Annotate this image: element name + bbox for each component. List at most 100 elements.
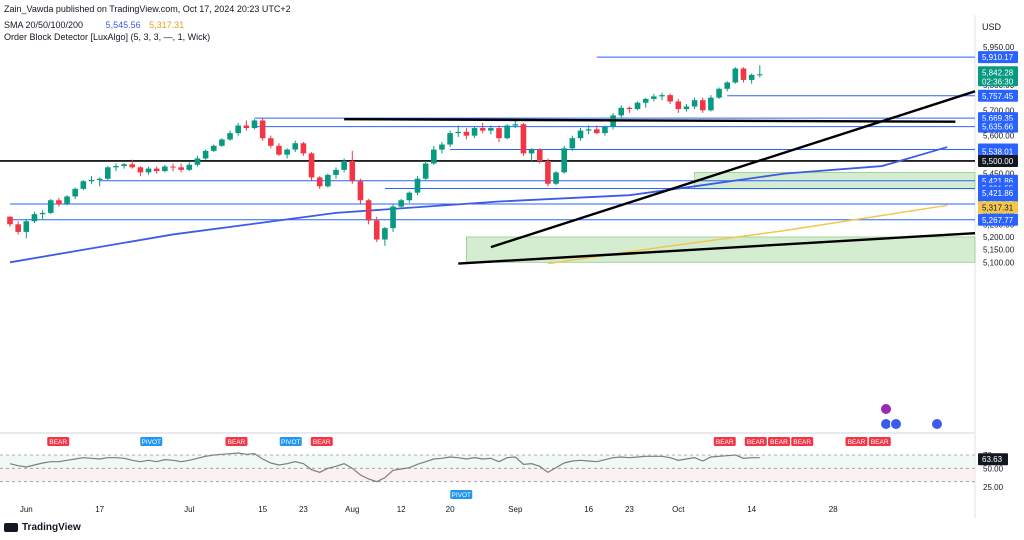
candle-body: [31, 214, 38, 222]
rsi-upper-band: [0, 455, 975, 469]
time-tick: Aug: [345, 505, 359, 514]
pivot-label-bg: [279, 437, 302, 446]
pivot-label: PIVOT: [281, 439, 301, 446]
candle-body: [699, 100, 706, 111]
candle-body: [471, 128, 478, 136]
time-tick: 23: [299, 505, 308, 514]
candle-body: [528, 149, 535, 154]
candle-body: [276, 145, 282, 155]
candle-body: [365, 200, 372, 221]
candle-body: [333, 169, 339, 175]
trendline-2: [458, 231, 976, 265]
tradingview-logo[interactable]: TradingView: [4, 522, 81, 533]
candle-body: [455, 131, 462, 134]
time-tick: 17: [95, 505, 104, 514]
candle-body: [667, 95, 673, 102]
candle-body: [553, 172, 559, 184]
candle-body: [194, 158, 201, 165]
rsi-lower-band: [0, 468, 975, 482]
trendline-0: [344, 117, 956, 123]
sma-legend: SMA 20/50/100/200 5,545.56 5,317.31: [4, 20, 190, 30]
price-tick: 5,700.00: [983, 106, 1015, 115]
candle-body: [243, 125, 250, 129]
price-tick: 5,100.00: [983, 258, 1015, 267]
candle-body: [398, 200, 404, 207]
level-tag-bg: [978, 89, 1018, 102]
candle-body: [724, 82, 730, 89]
candle-body: [406, 192, 413, 201]
ob-label: Order Block Detector [LuxAlgo] (5, 3, 3,…: [4, 32, 211, 42]
bear-label-bg: [768, 437, 790, 446]
candle-body: [235, 125, 241, 134]
candle-body: [349, 160, 356, 182]
candle-body: [496, 128, 502, 139]
bear-label-bg: [845, 437, 868, 446]
candle-body: [683, 106, 690, 110]
candle-body: [121, 164, 127, 167]
candle-body: [463, 131, 470, 136]
candle-body: [227, 133, 233, 140]
price-tick: 5,950.00: [983, 43, 1015, 52]
candle-body: [137, 167, 144, 173]
publish-text: Zain_Vawda published on TradingView.com,…: [4, 4, 291, 14]
candle-body: [129, 164, 136, 168]
bear-label: BEAR: [49, 439, 67, 446]
currency-label[interactable]: USD: [982, 22, 1002, 32]
rsi-tick: 50.00: [983, 464, 1004, 473]
candle-body: [757, 74, 763, 76]
time-tick: 16: [584, 505, 593, 514]
sma200-tag-bg: [978, 201, 1018, 214]
rsi-tick: 25.00: [983, 483, 1004, 492]
bear-label: BEAR: [793, 439, 811, 446]
candle-body: [64, 196, 70, 205]
sma-value-2: 5,317.31: [149, 20, 185, 30]
candle-body: [88, 179, 95, 182]
price-tick: 5,200.00: [983, 233, 1015, 242]
candle-body: [178, 167, 184, 170]
bear-label: BEAR: [228, 439, 246, 446]
level-tag: 5,757.45: [982, 92, 1014, 101]
candle-body: [308, 153, 315, 178]
candle-body: [382, 228, 388, 240]
support-tag-bg: [978, 154, 1018, 167]
time-tick: 28: [829, 505, 838, 514]
candle-body: [659, 95, 665, 97]
candle-body: [113, 166, 119, 168]
level-tag-bg: [978, 145, 1018, 158]
candle-body: [105, 167, 111, 179]
sma200-tag: 5,317.31: [982, 203, 1014, 212]
price-tick: 5,600.00: [983, 132, 1015, 141]
candle-body: [691, 100, 698, 107]
candle-body: [512, 124, 519, 126]
bear-label: BEAR: [313, 439, 331, 446]
candle-body: [561, 148, 567, 173]
candle-body: [594, 129, 600, 134]
trendline-1: [490, 90, 976, 249]
level-tag: 5,538.01: [982, 147, 1014, 156]
sma-label: SMA 20/50/100/200: [4, 20, 84, 30]
countdown-tag: 02:36:30: [982, 77, 1014, 86]
level-tag-bg: [978, 120, 1018, 133]
time-tick: Jun: [20, 505, 33, 514]
candle-body: [602, 126, 608, 134]
bear-label-bg: [868, 437, 891, 446]
level-tag: 5,669.35: [982, 114, 1014, 123]
level-tag-bg: [978, 186, 1018, 199]
candle-body: [504, 125, 510, 139]
tv-logo-icon: [4, 523, 18, 532]
support-tag: 5,500.00: [982, 157, 1014, 166]
candle-body: [479, 128, 486, 131]
level-tag: 5,421.86: [982, 189, 1014, 198]
publish-info: Zain_Vawda published on TradingView.com,…: [4, 4, 297, 14]
candle-body: [251, 120, 258, 129]
candle-body: [439, 144, 445, 150]
candle-body: [145, 168, 152, 173]
bear-label: BEAR: [747, 439, 765, 446]
candle-body: [708, 97, 714, 111]
candle-body: [414, 178, 421, 193]
pivot-label: PIVOT: [141, 439, 161, 446]
candle-body: [47, 200, 54, 213]
last-price-tag-bg: [978, 66, 1018, 87]
candle-body: [732, 68, 739, 83]
